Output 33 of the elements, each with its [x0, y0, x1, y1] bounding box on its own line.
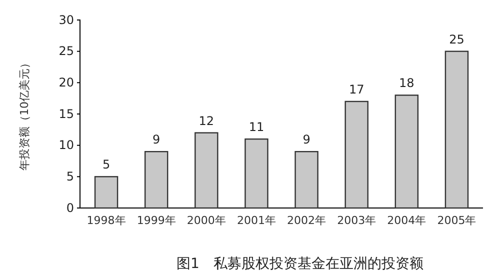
data-label: 9 [302, 132, 310, 147]
y-tick-label: 0 [66, 200, 74, 215]
x-tick-label: 2001年 [236, 214, 276, 227]
y-tick-label: 20 [58, 76, 74, 90]
bar [444, 50, 469, 209]
y-tick-label: 5 [66, 170, 74, 184]
bar [244, 138, 268, 209]
y-tick-label: 30 [58, 12, 74, 27]
bar [94, 176, 118, 209]
bar [144, 151, 168, 209]
y-tick-label: 10 [58, 138, 74, 152]
data-label: 25 [449, 32, 464, 46]
x-tick-label: 2003年 [337, 214, 376, 227]
data-label: 5 [102, 158, 110, 172]
x-tick-label: 1998年 [86, 214, 126, 227]
data-label: 17 [348, 82, 364, 96]
data-label: 11 [248, 120, 264, 134]
x-tick-label: 2002年 [287, 214, 326, 227]
data-label: 12 [198, 114, 214, 128]
y-tick-label: 25 [58, 44, 74, 58]
x-tick-label: 2004年 [387, 214, 426, 227]
data-label: 9 [152, 132, 160, 147]
x-tick-label: 2000年 [186, 214, 226, 227]
bar [294, 151, 318, 209]
data-label: 18 [399, 76, 414, 90]
x-tick-label: 1999年 [136, 214, 176, 227]
bar [394, 94, 419, 209]
text: 图1 私募股权投资基金在亚洲的投资额 [176, 256, 424, 272]
y-axis-title: 年投资额（10亿美元） [18, 58, 31, 170]
bar [194, 132, 218, 209]
x-tick-label: 2005年 [437, 214, 476, 227]
y-tick-label: 15 [58, 106, 74, 121]
bar [344, 100, 368, 209]
